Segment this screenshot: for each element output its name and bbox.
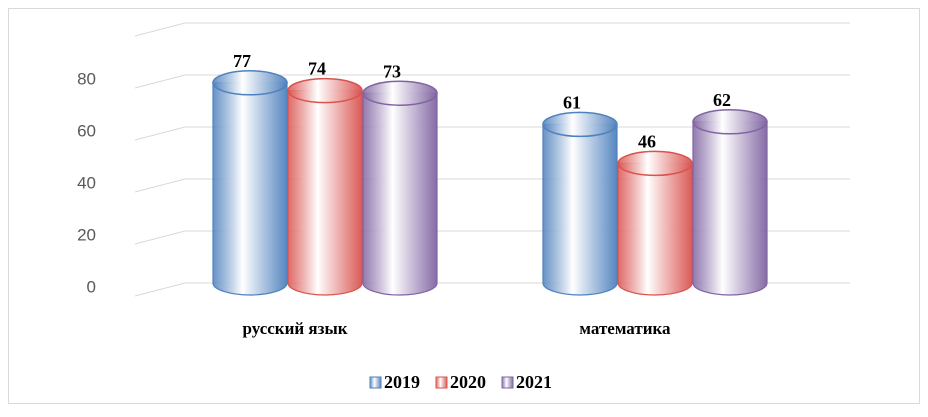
bar xyxy=(617,162,693,296)
legend-label: 2021 xyxy=(516,372,552,392)
value-label: 61 xyxy=(563,93,581,113)
bar-top xyxy=(692,109,768,135)
legend-swatch xyxy=(501,376,514,389)
bar-top xyxy=(542,111,618,138)
value-label: 73 xyxy=(383,61,401,81)
chart-border xyxy=(8,8,920,404)
y-tick-label: 80 xyxy=(77,69,96,88)
grid-line xyxy=(134,22,850,37)
value-label: 46 xyxy=(638,132,656,152)
legend-label: 2019 xyxy=(384,372,420,392)
bar xyxy=(692,121,768,296)
legend-swatch xyxy=(435,376,448,389)
bar xyxy=(287,90,363,296)
y-tick-label: 0 xyxy=(87,277,96,296)
value-label: 62 xyxy=(713,90,731,110)
y-tick-label: 20 xyxy=(77,225,96,244)
grid-line xyxy=(134,126,850,141)
bar-top xyxy=(617,150,693,177)
bar xyxy=(362,92,438,296)
y-tick-label: 40 xyxy=(77,173,96,192)
value-label: 77 xyxy=(233,51,251,71)
grid-line xyxy=(134,74,850,89)
legend-swatch xyxy=(369,376,382,389)
value-label: 74 xyxy=(308,59,326,79)
x-tick-label: математика xyxy=(579,319,671,338)
bar-top xyxy=(212,70,288,96)
bar-top xyxy=(362,80,438,106)
y-tick-label: 60 xyxy=(77,121,96,140)
bar xyxy=(212,82,288,296)
x-tick-label: русский язык xyxy=(242,319,347,338)
legend-label: 2020 xyxy=(450,372,486,392)
bar-top xyxy=(287,77,363,104)
bar xyxy=(542,123,618,296)
